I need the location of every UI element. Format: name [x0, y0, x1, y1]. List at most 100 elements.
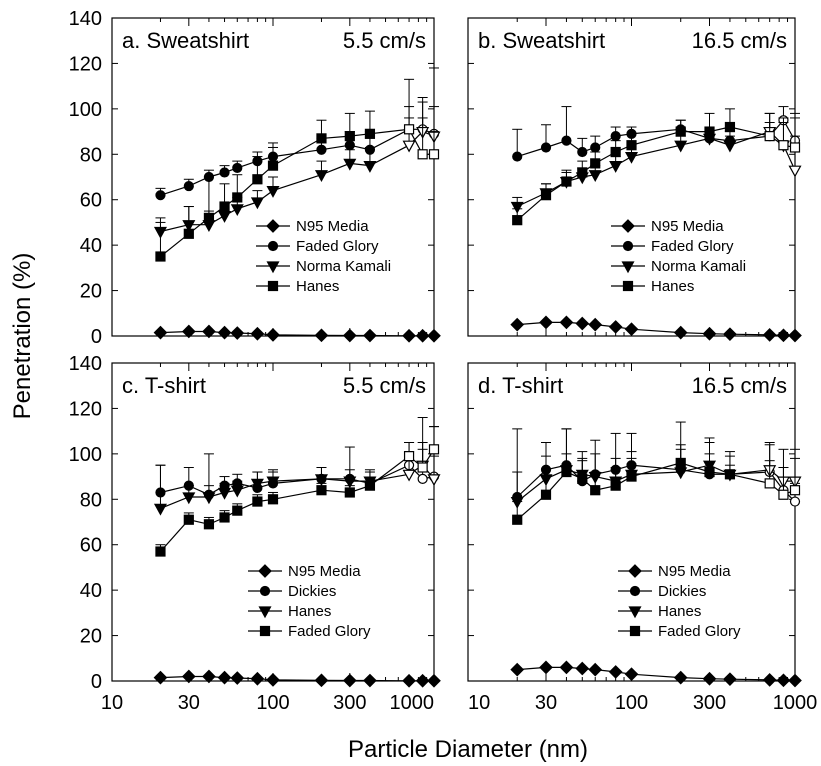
y-tick-label: 80	[80, 144, 102, 166]
panel-title-right: 5.5 cm/s	[343, 373, 426, 398]
legend-label: Faded Glory	[288, 623, 371, 640]
x-tick-label: 100	[256, 692, 289, 714]
data-point	[230, 204, 244, 217]
data-point	[364, 128, 376, 139]
y-tick-label: 0	[91, 671, 102, 693]
data-point	[575, 316, 590, 331]
y-tick-label: 40	[80, 580, 102, 602]
data-point	[704, 466, 715, 478]
data-point	[674, 140, 688, 153]
series-n95-media	[153, 324, 441, 343]
data-point	[314, 170, 328, 182]
data-point	[402, 673, 416, 688]
data-point	[724, 121, 736, 133]
data-point	[218, 211, 232, 223]
data-point	[202, 669, 216, 684]
series-line	[517, 666, 796, 682]
x-tick-label: 30	[535, 692, 557, 714]
data-point	[788, 328, 802, 343]
data-point	[559, 660, 574, 675]
data-point	[155, 546, 166, 557]
legend-entry: Hanes	[611, 278, 694, 295]
data-point	[232, 192, 243, 203]
y-tick-label: 20	[80, 281, 102, 303]
legend-entry: Faded Glory	[248, 623, 371, 640]
data-point	[561, 135, 572, 146]
series-faded-glory	[155, 101, 440, 201]
series-hanes	[512, 108, 801, 226]
data-point	[217, 325, 232, 340]
data-point	[230, 485, 244, 498]
series-faded-glory	[512, 444, 801, 525]
data-point	[314, 328, 329, 343]
data-point	[314, 474, 328, 487]
series-line	[517, 321, 796, 337]
legend-marker	[259, 625, 271, 637]
legend-marker	[628, 564, 642, 578]
series-line	[160, 448, 435, 552]
legend-entry: N95 Media	[256, 218, 369, 235]
y-tick-label: 60	[80, 535, 102, 557]
data-point	[230, 326, 245, 340]
series-faded-glory	[155, 426, 440, 557]
data-point	[675, 457, 686, 469]
data-point	[626, 140, 637, 151]
data-point	[512, 151, 523, 162]
data-point	[250, 671, 265, 686]
data-point	[363, 328, 377, 343]
data-point	[704, 126, 715, 137]
legend-marker	[259, 585, 271, 597]
legend-marker	[266, 261, 280, 274]
data-point	[561, 176, 572, 187]
data-point	[402, 140, 416, 153]
data-point	[609, 161, 623, 173]
data-point	[539, 660, 553, 675]
data-point	[363, 673, 377, 688]
data-point	[778, 140, 789, 151]
legend-entry: Faded Glory	[618, 623, 741, 640]
data-point	[510, 662, 525, 677]
panel-title-right: 5.5 cm/s	[343, 28, 426, 53]
data-point	[673, 670, 688, 685]
data-point	[342, 673, 357, 688]
data-point	[364, 480, 376, 491]
data-point	[181, 669, 196, 684]
data-point	[590, 142, 601, 153]
data-point	[153, 325, 168, 340]
data-point	[219, 201, 230, 212]
data-point	[590, 485, 601, 496]
data-point	[610, 131, 621, 142]
data-point	[624, 667, 639, 682]
legend-label: Hanes	[296, 278, 339, 295]
y-tick-label: 140	[69, 353, 102, 375]
series-line	[160, 464, 435, 509]
series-hanes	[155, 78, 440, 262]
y-tick-label: 120	[69, 398, 102, 420]
data-point	[217, 670, 232, 685]
data-point	[202, 324, 216, 339]
y-tick-label: 60	[80, 190, 102, 212]
data-point	[316, 485, 327, 496]
data-point	[267, 160, 279, 171]
legend-entry: Hanes	[248, 603, 331, 620]
panel-title-left: a. Sweatshirt	[122, 28, 249, 53]
data-point	[789, 485, 801, 496]
data-point	[624, 322, 639, 337]
x-axis-title: Particle Diameter (nm)	[348, 736, 588, 763]
data-point	[702, 326, 717, 341]
legend-marker	[628, 606, 642, 619]
data-point	[232, 505, 243, 516]
data-point	[427, 474, 441, 487]
data-point	[428, 444, 440, 455]
data-point	[344, 487, 355, 498]
data-point	[403, 451, 415, 462]
data-point	[588, 170, 602, 182]
data-point	[344, 140, 355, 151]
data-point	[402, 469, 416, 482]
data-point	[417, 462, 428, 473]
data-point	[314, 673, 329, 688]
data-point	[764, 478, 775, 489]
data-point	[203, 519, 215, 530]
series-line	[516, 126, 796, 221]
